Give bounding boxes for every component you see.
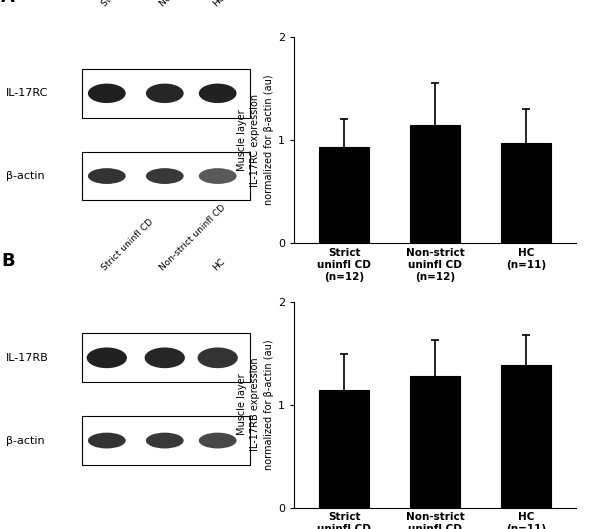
Text: β-actin: β-actin [6, 171, 44, 181]
Text: IL-17RB: IL-17RB [6, 353, 49, 363]
Ellipse shape [197, 348, 238, 368]
Text: A: A [1, 0, 15, 6]
Text: IL-17RC: IL-17RC [6, 88, 49, 98]
Y-axis label: Muscle layer
IL-17RB expression
normalized for β-actin (au): Muscle layer IL-17RB expression normaliz… [237, 340, 274, 470]
Text: Non-strict uninfl CD: Non-strict uninfl CD [158, 203, 228, 272]
Ellipse shape [88, 84, 126, 103]
Text: B: B [1, 252, 14, 270]
Ellipse shape [146, 84, 184, 103]
Text: Strict uninfl CD: Strict uninfl CD [100, 217, 155, 272]
Bar [82, 416, 250, 465]
Text: HC: HC [211, 257, 227, 272]
Bar [82, 69, 250, 117]
Ellipse shape [199, 168, 236, 184]
Bar [501, 366, 551, 508]
Ellipse shape [88, 433, 126, 449]
Ellipse shape [199, 433, 236, 449]
Bar [319, 148, 369, 243]
Bar [410, 376, 460, 508]
Ellipse shape [86, 348, 127, 368]
Bar [410, 125, 460, 243]
Ellipse shape [145, 348, 185, 368]
Text: β-actin: β-actin [6, 435, 44, 445]
Text: HC: HC [211, 0, 227, 8]
Ellipse shape [199, 84, 236, 103]
Ellipse shape [146, 433, 184, 449]
Y-axis label: Muscle layer
IL-17RC expression
normalized for β-actin (au): Muscle layer IL-17RC expression normaliz… [237, 75, 274, 205]
Bar [82, 152, 250, 200]
Bar [501, 143, 551, 243]
Bar [82, 333, 250, 382]
Bar [319, 390, 369, 508]
Ellipse shape [88, 168, 126, 184]
Text: Strict uninfl CD: Strict uninfl CD [100, 0, 155, 8]
Ellipse shape [146, 168, 184, 184]
Text: Non-strict uninfl CD: Non-strict uninfl CD [158, 0, 228, 8]
